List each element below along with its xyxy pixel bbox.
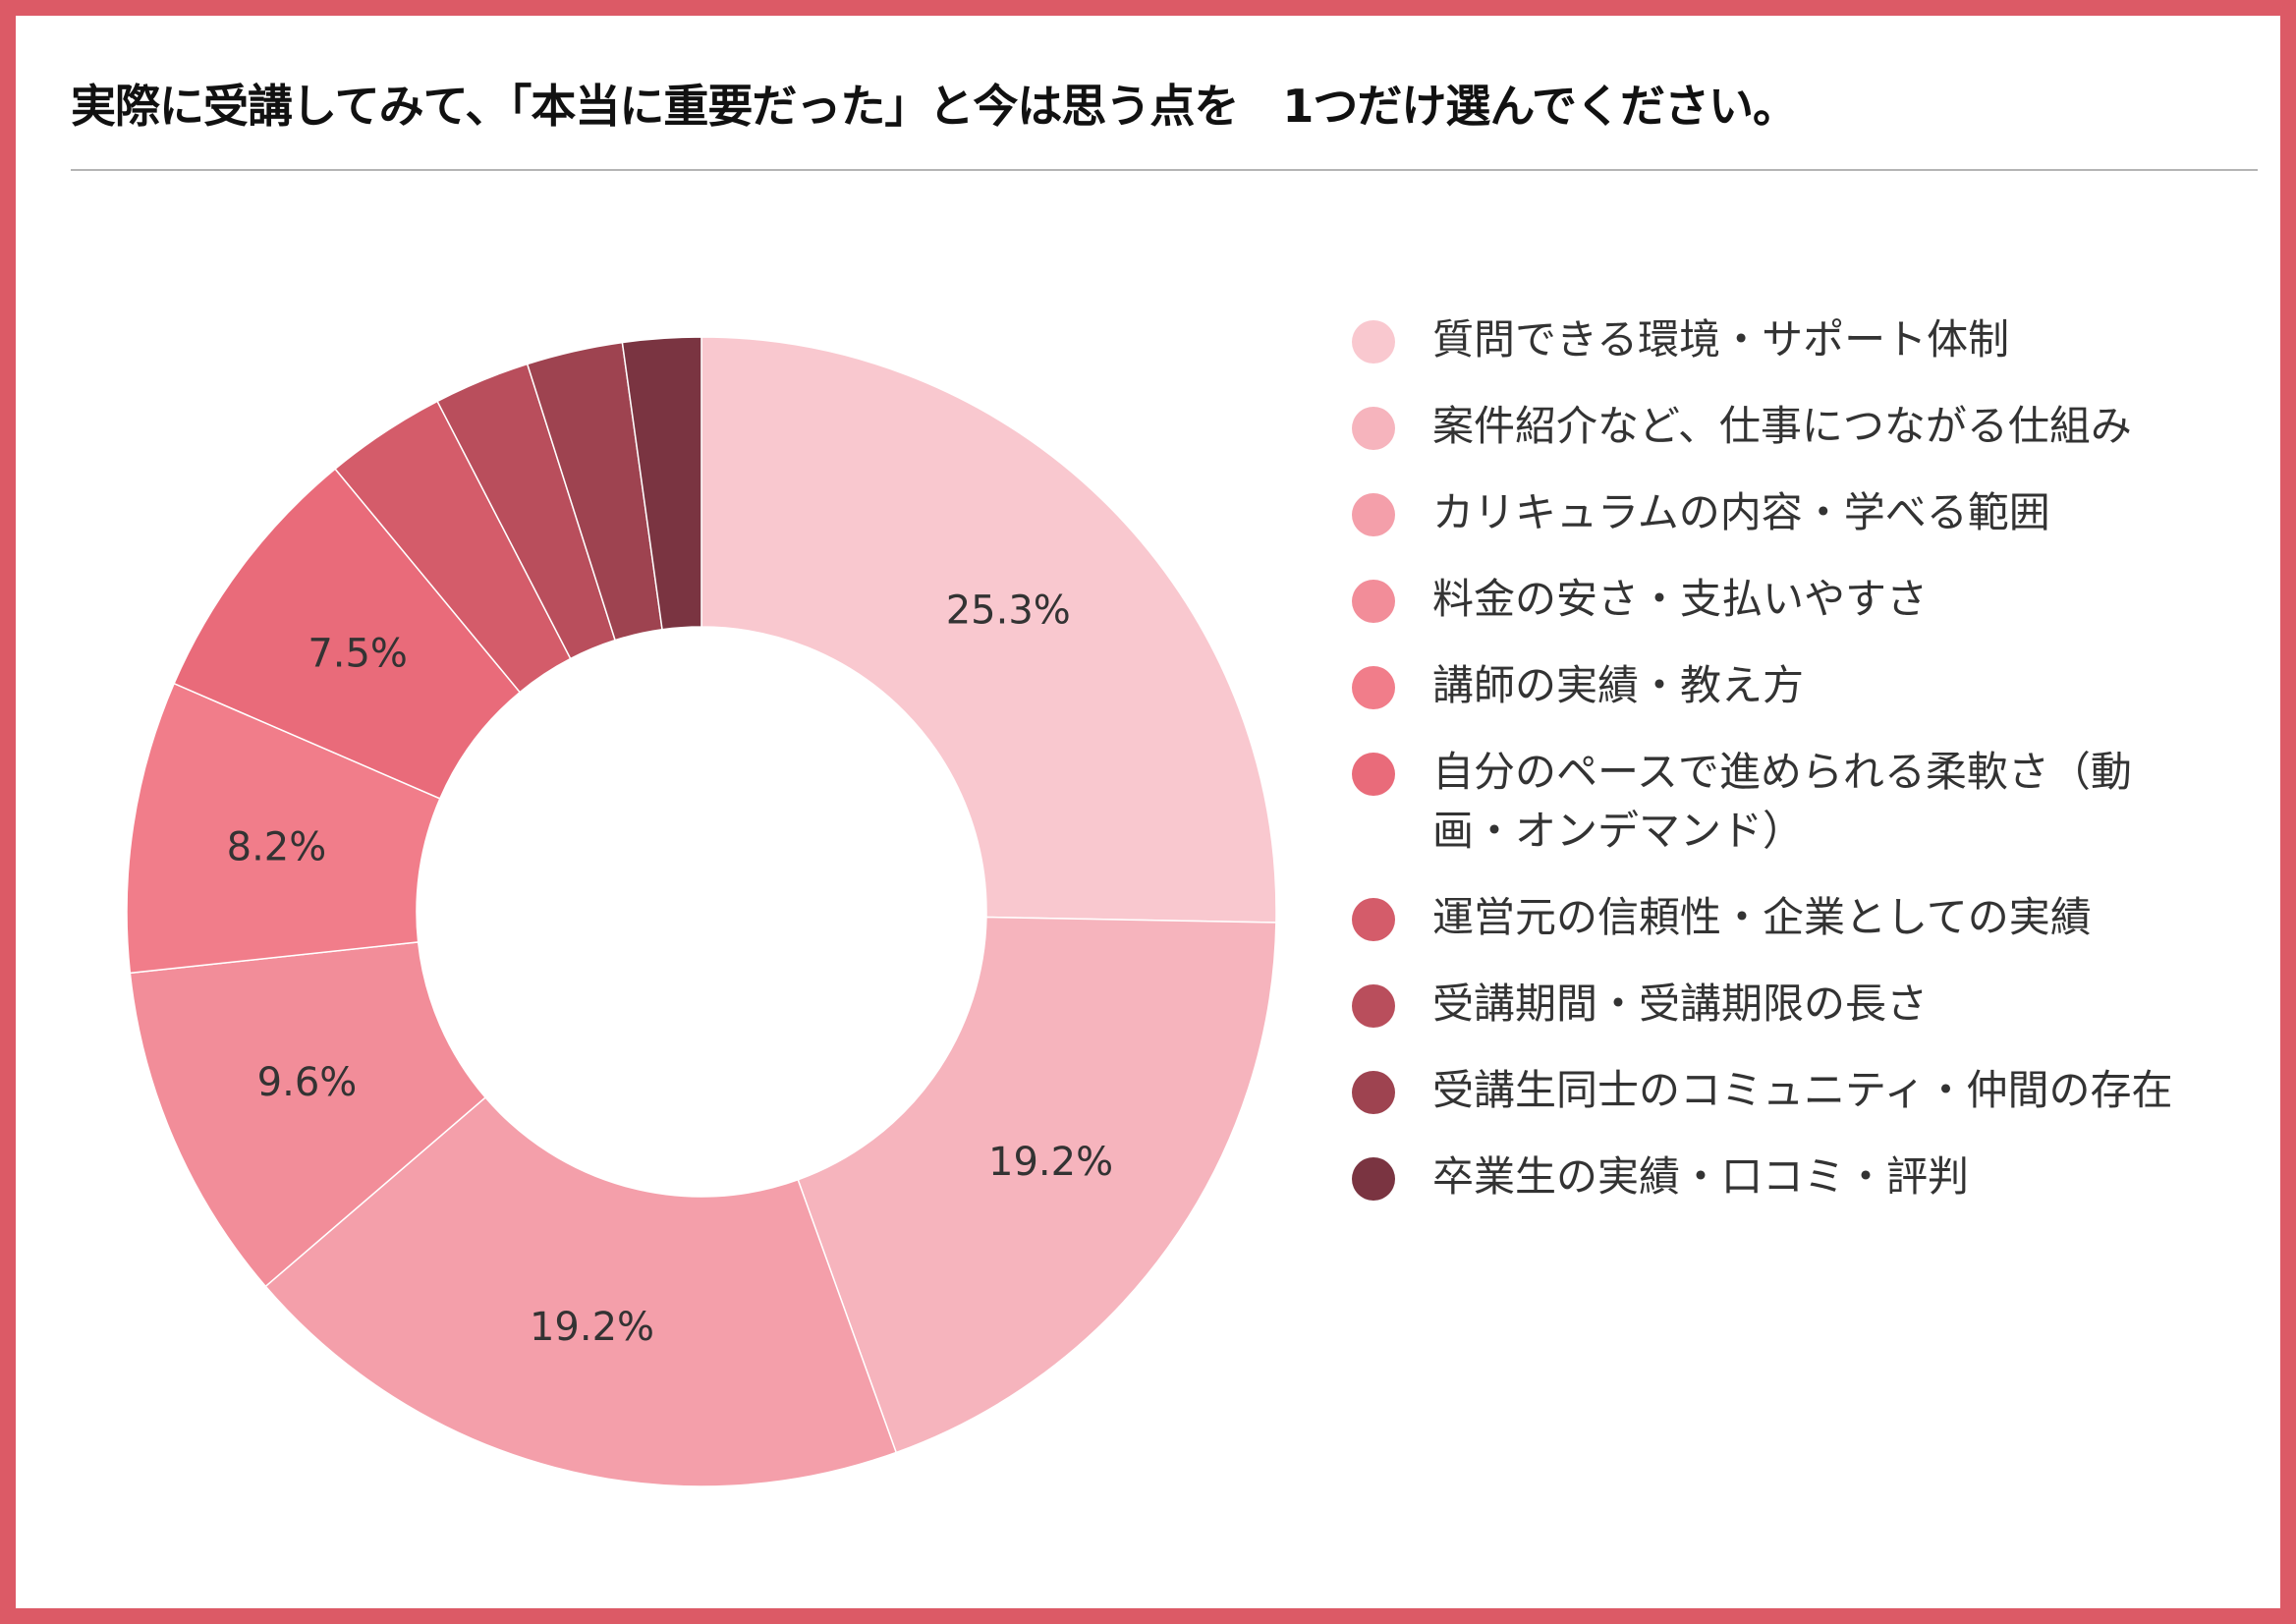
donut-slice-4 <box>129 941 487 1288</box>
legend-item-10: 卒業生の実績・口コミ・評判 <box>1352 1148 2236 1206</box>
title-divider <box>71 169 2258 171</box>
legend-swatch <box>1352 898 1395 941</box>
donut-slice-1 <box>700 336 1277 924</box>
legend-label: カリキュラムの内容・学べる範囲 <box>1432 488 2050 536</box>
slice-value-label-3: 19.2% <box>530 1305 654 1350</box>
legend-item-4: 料金の安さ・支払いやすさ <box>1352 570 2236 629</box>
legend-swatch <box>1352 493 1395 536</box>
donut-slice-3 <box>264 1095 898 1487</box>
legend-item-2: 案件紹介など、仕事につながる仕組み <box>1352 397 2236 456</box>
slice-value-label-6: 7.5% <box>308 631 408 676</box>
legend-swatch <box>1352 1071 1395 1114</box>
slice-value-label-2: 19.2% <box>988 1140 1113 1185</box>
legend-swatch <box>1352 407 1395 450</box>
legend-label: 受講生同士のコミュニティ・仲間の存在 <box>1432 1066 2173 1114</box>
legend-item-7: 運営元の信頼性・企業としての実績 <box>1352 888 2236 947</box>
legend-label: 卒業生の実績・口コミ・評判 <box>1432 1152 1970 1201</box>
legend-label: 講師の実績・教え方 <box>1432 661 1805 709</box>
legend-item-5: 講師の実績・教え方 <box>1352 656 2236 715</box>
donut-slice-2 <box>797 916 1277 1454</box>
legend-item-6: 自分のペースで進められる柔軟さ（動画・オンデマンド） <box>1352 743 2236 861</box>
legend-swatch <box>1352 666 1395 709</box>
legend-label: 質問できる環境・サポート体制 <box>1432 315 2010 364</box>
chart-title: 実際に受講してみて、「本当に重要だった」と今は思う点を 1つだけ選んでください。 <box>71 80 1798 133</box>
chart-legend: 質問できる環境・サポート体制案件紹介など、仕事につながる仕組み カリキュラムの内容… <box>1352 310 2236 1234</box>
legend-swatch <box>1352 753 1395 796</box>
legend-swatch <box>1352 580 1395 623</box>
legend-label: 運営元の信頼性・企業としての実績 <box>1432 893 2092 941</box>
legend-item-9: 受講生同士のコミュニティ・仲間の存在 <box>1352 1061 2236 1120</box>
donut-slice-10 <box>621 336 702 631</box>
legend-item-3: カリキュラムの内容・学べる範囲 <box>1352 483 2236 542</box>
legend-label: 案件紹介など、仕事につながる仕組み <box>1432 402 2132 450</box>
slice-value-label-5: 8.2% <box>227 824 327 869</box>
legend-label: 受講期間・受講期限の長さ <box>1432 980 1929 1028</box>
legend-swatch <box>1352 984 1395 1028</box>
legend-swatch <box>1352 320 1395 364</box>
slice-value-label-1: 25.3% <box>946 588 1071 634</box>
slice-value-label-4: 9.6% <box>257 1060 358 1105</box>
legend-label: 自分のペースで進められる柔軟さ（動画・オンデマンド） <box>1432 748 2132 855</box>
legend-item-8: 受講期間・受講期限の長さ <box>1352 975 2236 1034</box>
legend-label: 料金の安さ・支払いやすさ <box>1432 575 1929 623</box>
donut-chart: 25.3% 19.2% 19.2% 9.6% 8.2% 7.5% <box>126 336 1277 1487</box>
legend-swatch <box>1352 1157 1395 1201</box>
legend-item-1: 質問できる環境・サポート体制 <box>1352 310 2236 369</box>
